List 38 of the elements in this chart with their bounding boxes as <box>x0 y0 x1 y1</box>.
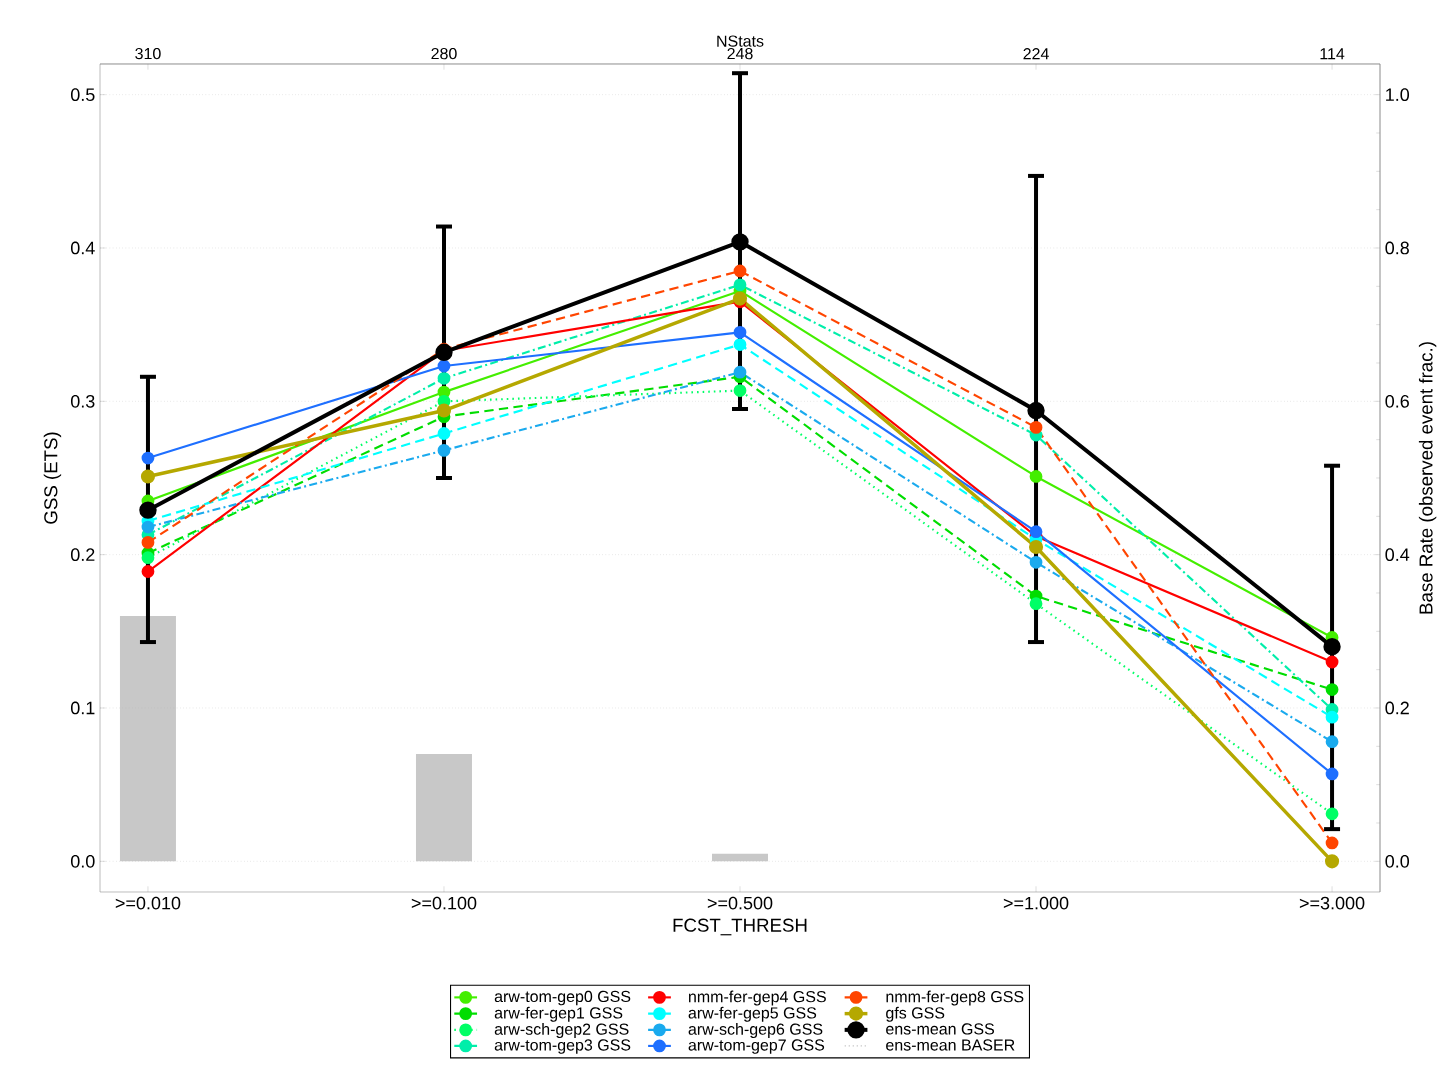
legend-label: arw-tom-gep7 GSS <box>688 1039 825 1054</box>
y-tick-label: 0.1 <box>70 701 95 715</box>
text: 114 <box>1320 48 1345 60</box>
y-tick-label: 0.5 <box>70 88 95 102</box>
y-tick-label: 0.0 <box>70 854 95 868</box>
text: 248 <box>727 47 753 60</box>
y-tick-label: 0.3 <box>70 394 95 408</box>
x-tick-label: >=3.000 <box>1299 896 1365 910</box>
legend-label: nmm-fer-gep4 GSS <box>689 990 826 1006</box>
legend-label: arw-sch-gep6 GSS <box>688 1023 823 1038</box>
text: 310 <box>135 47 161 60</box>
y2-tick-label: 0.4 <box>1385 548 1410 562</box>
y2-tick-label: 1.0 <box>1386 88 1410 102</box>
legend-label: arw-sch-gep2 GSS <box>494 1023 629 1038</box>
x-tick-label: >=0.010 <box>115 896 181 910</box>
legend-label: ens-mean BASER <box>886 1039 1015 1051</box>
y2-tick-label: 0.8 <box>1385 241 1409 255</box>
x-tick-label: >=0.100 <box>411 896 477 910</box>
y2-tick-label: 0.6 <box>1385 394 1409 408</box>
y2-axis-title: Base Rate (observed event frac.) <box>1418 342 1437 614</box>
y-axis-title: GSS (ETS) <box>43 432 62 524</box>
legend-label: nmm-fer-gep8 GSS <box>886 990 1024 1006</box>
y2-tick-label: 0.2 <box>1385 701 1409 715</box>
legend-label: arw-tom-gep0 GSS <box>494 990 631 1006</box>
legend-label: arw-tom-gep3 GSS <box>494 1039 631 1054</box>
x-tick-label: >=0.500 <box>707 896 773 910</box>
y2-tick-label: 0.0 <box>1385 854 1410 868</box>
y-tick-label: 0.4 <box>70 241 95 255</box>
y-tick-label: 0.2 <box>70 548 95 562</box>
legend-label: arw-fer-gep5 GSS <box>688 1006 817 1022</box>
x2-axis-title: NStats <box>717 35 764 47</box>
text: 280 <box>431 47 457 60</box>
x-axis-title: FCST_THRESH <box>673 918 807 936</box>
legend-label: ens-mean GSS <box>886 1023 995 1035</box>
x-tick-label: >=1.000 <box>1003 896 1069 910</box>
text: 224 <box>1023 48 1049 60</box>
legend-label: gfs GSS <box>886 1006 945 1022</box>
legend-label: arw-fer-gep1 GSS <box>494 1006 623 1022</box>
